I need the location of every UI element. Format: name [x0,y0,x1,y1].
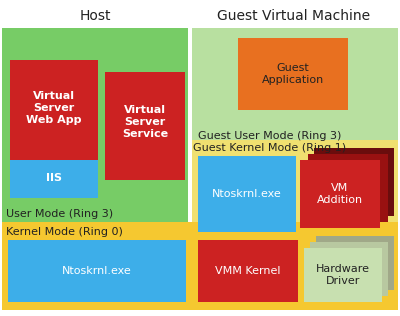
Text: Guest
Application: Guest Application [262,63,324,85]
Bar [310,242,388,296]
Bar [192,28,398,203]
Bar [316,236,394,290]
Text: VM
Addition: VM Addition [317,183,363,205]
Bar [314,148,394,216]
Bar [8,240,186,302]
Bar [2,28,188,252]
Text: VMM Kernel: VMM Kernel [215,266,281,276]
Bar [198,156,296,232]
Text: Virtual
Server
Web App: Virtual Server Web App [26,91,82,125]
Bar [308,154,388,222]
Bar [304,248,382,302]
Bar [198,240,298,302]
Text: IIS: IIS [46,173,62,183]
Text: Kernel Mode (Ring 0): Kernel Mode (Ring 0) [6,227,123,237]
Bar [10,160,98,198]
Bar [238,38,348,110]
Bar [192,140,398,252]
Text: Ntoskrnl.exe: Ntoskrnl.exe [62,266,132,276]
Text: Ntoskrnl.exe: Ntoskrnl.exe [212,189,282,199]
Text: User Mode (Ring 3): User Mode (Ring 3) [6,209,113,219]
Text: Guest Virtual Machine: Guest Virtual Machine [218,9,370,23]
Bar [300,160,380,228]
Text: Host: Host [79,9,111,23]
Bar [2,222,398,310]
Bar [10,60,98,180]
Bar [105,72,185,180]
Text: Hardware
Driver: Hardware Driver [316,264,370,286]
Text: Guest User Mode (Ring 3): Guest User Mode (Ring 3) [198,131,342,141]
Text: Guest Kernel Mode (Ring 1): Guest Kernel Mode (Ring 1) [194,143,346,153]
Text: Virtual
Server
Service: Virtual Server Service [122,106,168,139]
